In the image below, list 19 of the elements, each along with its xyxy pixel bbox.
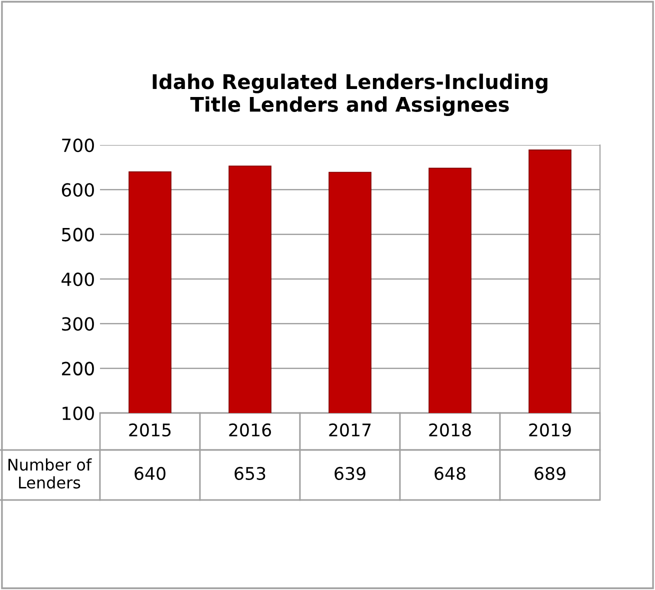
x-tick-label: 2019: [529, 423, 571, 437]
y-tick-label: 600: [62, 183, 94, 197]
y-tick-label: 700: [62, 138, 94, 152]
data-label: 653: [234, 466, 266, 480]
text: Number of Lenders: [8, 458, 92, 489]
data-label: 640: [134, 466, 166, 480]
y-tick-label: 500: [62, 228, 94, 242]
y-tick-label: 300: [62, 317, 94, 331]
x-tick-label: 2017: [329, 423, 371, 437]
x-tick-label: 2016: [229, 423, 271, 437]
x-tick-label: 2015: [129, 423, 171, 437]
data-label: 639: [334, 466, 366, 480]
chart-title: Idaho Regulated Lenders-Including Title Lenders and Assignees: [152, 74, 548, 116]
y-tick-label: 100: [62, 406, 94, 420]
y-tick-label: 200: [62, 362, 94, 376]
data-label: 689: [534, 466, 566, 480]
data-label: 648: [434, 466, 466, 480]
y-tick-label: 400: [62, 272, 94, 286]
x-tick-label: 2018: [429, 423, 471, 437]
